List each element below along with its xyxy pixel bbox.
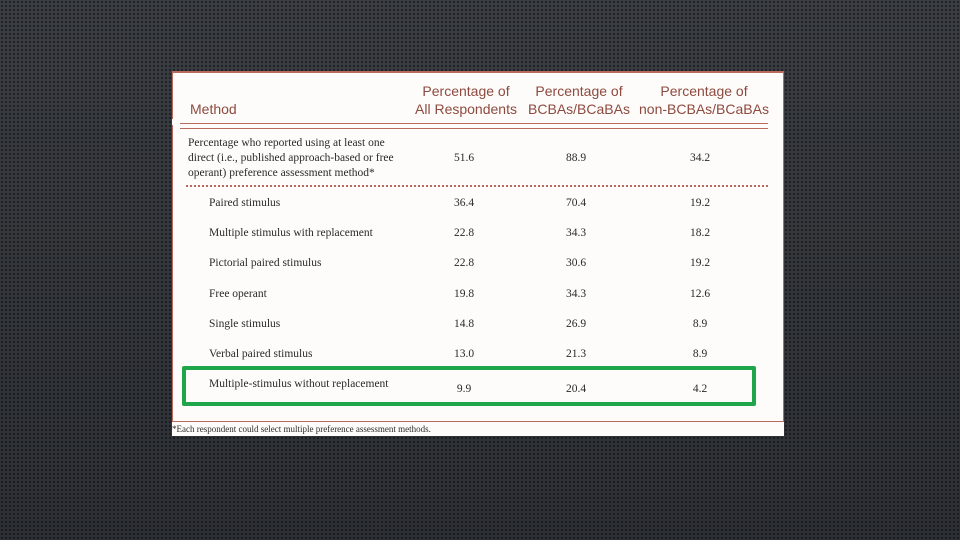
highlight-box [182,366,756,406]
header-non-bcba: Percentage of non-BCBAs/BCaBAs [634,82,774,118]
summary-label-line3: operant) preference assessment method* [188,167,375,179]
header-bcba-line2: BCBAs/BCaBAs [528,101,630,117]
row-non-bcba: 12.6 [689,288,711,300]
row-method: Pictorial paired stimulus [209,257,322,269]
row-all: 22.8 [453,257,475,269]
row-all: 36.4 [453,197,475,209]
row-all: 22.8 [453,227,475,239]
row-method: Free operant [209,288,267,300]
row-all: 14.8 [453,318,475,330]
row-method: Multiple-stimulus without replacement [209,378,389,390]
row-bcba: 20.4 [565,383,587,395]
row-bcba: 30.6 [565,257,587,269]
header-non-bcba-line1: Percentage of [660,83,748,99]
row-non-bcba: 8.9 [692,318,708,330]
row-all: 13.0 [453,348,475,360]
header-rule [180,123,768,124]
header-all-respondents: Percentage of All Respondents [408,82,524,118]
row-non-bcba: 4.2 [692,383,708,395]
row-method: Paired stimulus [209,197,281,209]
summary-bcba: 88.9 [565,152,587,164]
row-non-bcba: 19.2 [689,197,711,209]
dotted-divider [186,185,768,187]
row-bcba: 26.9 [565,318,587,330]
header-all-line1: Percentage of [422,83,510,99]
header-bcba-line1: Percentage of [535,83,623,99]
row-all: 9.9 [456,383,472,395]
summary-label: Percentage who reported using at least o… [188,136,394,181]
summary-label-line1: Percentage who reported using at least o… [188,137,385,149]
summary-label-line2: direct (i.e., published approach-based o… [188,152,394,164]
row-method: Multiple stimulus with replacement [209,227,373,239]
row-bcba: 21.3 [565,348,587,360]
row-bcba: 34.3 [565,288,587,300]
header-all-line2: All Respondents [415,101,517,117]
header-non-bcba-line2: non-BCBAs/BCaBAs [639,101,769,117]
row-method: Verbal paired stimulus [209,348,313,360]
table-footnote: *Each respondent could select multiple p… [172,424,431,434]
row-non-bcba: 19.2 [689,257,711,269]
summary-non-bcba: 34.2 [689,152,711,164]
row-bcba: 34.3 [565,227,587,239]
summary-all: 51.6 [453,152,475,164]
header-rule-2 [180,128,768,129]
header-bcba: Percentage of BCBAs/BCaBAs [526,82,632,118]
row-bcba: 70.4 [565,197,587,209]
row-non-bcba: 8.9 [692,348,708,360]
table-image: Method Percentage of All Respondents Per… [172,71,784,436]
table-frame [172,71,784,422]
row-method: Single stimulus [209,318,281,330]
frame-gap [172,119,174,125]
row-all: 19.8 [453,288,475,300]
row-non-bcba: 18.2 [689,227,711,239]
header-method: Method [190,101,237,117]
